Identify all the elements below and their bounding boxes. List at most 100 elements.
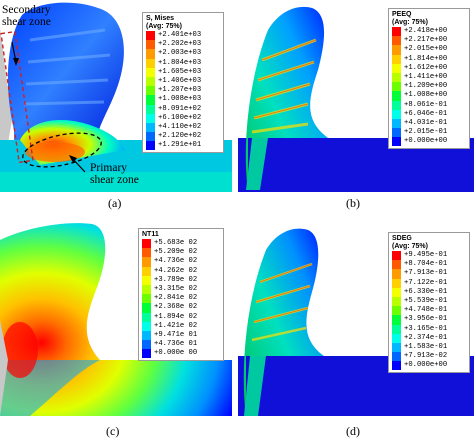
legend-swatch <box>392 82 401 92</box>
legend-value: +1.291e+01 <box>158 141 202 150</box>
legend-entry: +1.894e 02 <box>142 312 220 322</box>
legend-entry: +0.000e+00 <box>392 361 466 371</box>
legend-entry: +4.110e+02 <box>146 122 220 133</box>
panel-b: PEEQ (Avg: 75%) +2.418e+00 +2.217e+00 +2.0… <box>238 0 474 192</box>
legend-swatch <box>142 275 151 285</box>
legend-entry: +2.202e+03 <box>146 40 220 50</box>
legend-swatch <box>392 137 401 147</box>
legend-swatch <box>146 95 155 105</box>
legend-swatch <box>142 330 151 341</box>
legend-value: +1.894e 02 <box>154 312 198 321</box>
legend-value: +2.368e 02 <box>154 303 198 312</box>
legend-swatch <box>392 63 401 73</box>
legend-swatch <box>142 266 151 276</box>
legend-swatch <box>146 76 155 87</box>
legend-value: +1.804e+03 <box>158 58 202 67</box>
legend-value: +5.539e-01 <box>404 297 448 306</box>
legend-swatch <box>142 284 151 295</box>
legend-entry: +2.374e-01 <box>392 333 466 343</box>
legend-b: PEEQ (Avg: 75%) +2.418e+00 +2.217e+00 +2.0… <box>388 8 470 150</box>
legend-entry: +6.330e-01 <box>392 287 466 297</box>
legend-value: +1.008e+00 <box>404 91 448 100</box>
legend-swatch <box>392 109 401 119</box>
legend-swatch <box>392 45 401 55</box>
legend-value: +4.736e 01 <box>154 340 198 349</box>
legend-swatch <box>392 342 401 353</box>
legend-entry: +1.421e 02 <box>142 321 220 331</box>
legend-value: +1.583e-01 <box>404 342 448 351</box>
legend-entry: +1.008e+03 <box>146 95 220 105</box>
legend-swatch <box>146 67 155 77</box>
legend-entry: +2.120e+02 <box>146 132 220 142</box>
legend-value: +4.736e 02 <box>154 257 198 266</box>
panel-c: NT11 +5.683e 02 +5.209e 02 +4.736e 02 +4.26… <box>0 220 232 416</box>
legend-entry: +3.956e-01 <box>392 315 466 325</box>
legend-value: +2.120e+02 <box>158 132 202 141</box>
legend-entry: +6.100e+02 <box>146 113 220 123</box>
legend-value: +2.418e+00 <box>404 27 448 36</box>
legend-entry: +8.061e-01 <box>392 100 466 110</box>
legend-entry: +2.015e-01 <box>392 128 466 138</box>
legend-entry: +4.748e-01 <box>392 306 466 316</box>
legend-value: +1.612e+00 <box>404 63 448 72</box>
legend-swatch <box>392 352 401 362</box>
legend-title: SDEG <box>392 235 412 242</box>
legend-swatch <box>142 349 151 359</box>
legend-value: +9.471e 01 <box>154 330 198 339</box>
legend-swatch <box>142 312 151 322</box>
legend-value: +7.913e-02 <box>404 352 448 361</box>
legend-entry: +9.495e-01 <box>392 251 466 261</box>
legend-value: +1.207e+03 <box>158 86 202 95</box>
legend-value: +7.913e-01 <box>404 269 448 278</box>
legend-title: PEEQ <box>392 11 412 18</box>
legend-subtitle: (Avg: 75%) <box>392 19 428 26</box>
legend-value: +6.330e-01 <box>404 287 448 296</box>
legend-entry: +1.406e+03 <box>146 76 220 87</box>
legend-entry: +6.046e-01 <box>392 109 466 119</box>
secondary-shear-zone-label: Secondary shear zone <box>2 4 51 28</box>
legend-value: +3.956e-01 <box>404 315 448 324</box>
legend-swatch <box>392 72 401 83</box>
legend-value: +1.008e+03 <box>158 95 202 104</box>
legend-value: +6.046e-01 <box>404 109 448 118</box>
legend-value: +1.209e+00 <box>404 82 448 91</box>
legend-entry: +2.217e+00 <box>392 36 466 46</box>
legend-value: +5.209e 02 <box>154 248 198 257</box>
legend-value: +6.100e+02 <box>158 113 202 122</box>
legend-entry: +3.315e 02 <box>142 284 220 295</box>
legend-entry: +5.683e 02 <box>142 239 220 249</box>
legend-subtitle: (Avg: 75%) <box>146 23 182 30</box>
legend-entry: +3.789e 02 <box>142 275 220 285</box>
caption-c: (c) <box>106 424 120 438</box>
legend-value: +2.015e+00 <box>404 45 448 54</box>
legend-entry: +7.913e-02 <box>392 352 466 362</box>
legend-value: +2.401e+03 <box>158 31 202 40</box>
legend-title: S, Mises <box>146 15 175 22</box>
legend-entry: +1.411e+00 <box>392 72 466 83</box>
legend-entry: +1.612e+00 <box>392 63 466 73</box>
legend-swatch <box>392 287 401 297</box>
legend-value: +4.110e+02 <box>158 122 202 131</box>
legend-d: SDEG (Avg: 75%) +9.495e-01 +8.704e-01 +7.9… <box>388 232 470 374</box>
legend-entry: +1.583e-01 <box>392 342 466 353</box>
legend-value: +8.704e-01 <box>404 260 448 269</box>
legend-value: +2.841e 02 <box>154 294 198 303</box>
legend-swatch <box>142 294 151 304</box>
legend-value: +8.091e+02 <box>158 104 202 113</box>
legend-entry: +2.003e+03 <box>146 49 220 59</box>
legend-swatch <box>392 27 401 37</box>
legend-entry: +1.209e+00 <box>392 82 466 92</box>
legend-swatch <box>142 321 151 331</box>
legend-value: +3.789e 02 <box>154 275 198 284</box>
legend-entry: +2.368e 02 <box>142 303 220 313</box>
legend-entry: +2.841e 02 <box>142 294 220 304</box>
panel-a: Secondary shear zone Primary shear zone … <box>0 0 232 192</box>
legend-swatch <box>392 306 401 316</box>
legend-c: NT11 +5.683e 02 +5.209e 02 +4.736e 02 +4.26… <box>138 228 224 362</box>
legend-swatch <box>142 340 151 350</box>
legend-entry: +9.471e 01 <box>142 330 220 341</box>
caption-b: (b) <box>346 196 360 210</box>
legend-swatch <box>392 100 401 110</box>
legend-value: +3.315e 02 <box>154 285 198 294</box>
legend-value: +0.000e+00 <box>404 361 448 370</box>
